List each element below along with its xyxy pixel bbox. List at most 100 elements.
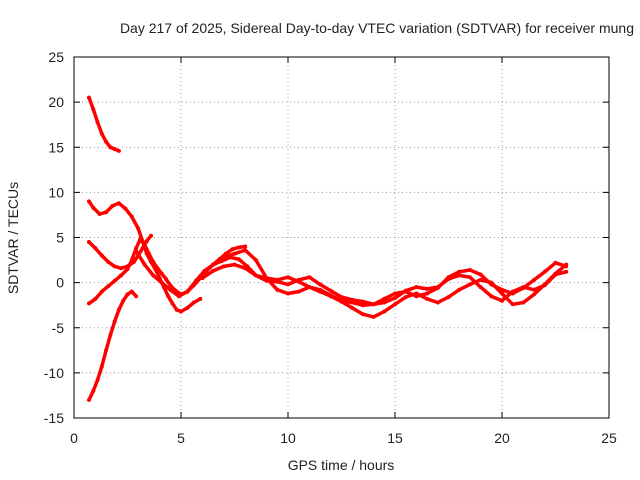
x-tick-label: 15 <box>387 430 403 446</box>
series-point-arc-5 <box>95 378 100 383</box>
series-point-arc-8 <box>435 286 440 290</box>
x-axis-label: GPS time / hours <box>288 457 395 473</box>
series-point-arc-4 <box>112 278 117 283</box>
series-point-arc-6 <box>532 287 537 292</box>
x-tick-label: 0 <box>70 430 78 446</box>
series-point-arc-8 <box>232 251 237 256</box>
series-point-arc-8 <box>542 269 547 274</box>
grid-lines <box>74 57 609 418</box>
series-point-arc-5 <box>87 397 91 402</box>
series-line-arc-5 <box>87 289 138 402</box>
series-point-arc-8 <box>221 255 226 260</box>
series-point-arc-8 <box>360 303 365 308</box>
series-point-arc-2 <box>129 214 134 219</box>
series-point-arc-1 <box>112 147 117 152</box>
series-point-arc-6 <box>219 259 224 263</box>
axis-ticks: 0 5 10 15 20 25 -15 -10 -5 0 5 10 15 20 25 <box>44 49 617 446</box>
series-point-arc-8 <box>307 285 312 290</box>
series-point-arc-8 <box>467 268 472 272</box>
y-tick-label: 25 <box>48 49 64 65</box>
series-point-arc-7 <box>500 291 504 296</box>
series-point-arc-6 <box>425 286 430 291</box>
series-point-arc-1 <box>87 95 91 100</box>
series-point-arc-5 <box>91 388 96 393</box>
x-tick-label: 5 <box>177 430 185 446</box>
series-point-arc-4 <box>129 258 134 263</box>
series-point-arc-8 <box>500 287 504 292</box>
series-point-arc-8 <box>243 248 248 253</box>
series-point-arc-1 <box>108 145 113 150</box>
series-point-arc-1 <box>99 131 104 136</box>
series-point-arc-5 <box>112 319 117 324</box>
series-point-arc-3 <box>87 240 91 244</box>
y-tick-label: -10 <box>44 365 64 381</box>
series-point-arc-6 <box>328 288 333 293</box>
y-tick-label: 10 <box>48 184 64 200</box>
series-point-arc-7 <box>286 275 290 280</box>
series-point-arc-2 <box>110 203 115 208</box>
series-point-arc-5 <box>129 289 134 294</box>
series-point-arc-8 <box>371 302 376 307</box>
series-point-arc-1 <box>91 107 96 112</box>
series-point-arc-3 <box>140 246 145 251</box>
y-tick-label: 15 <box>48 139 64 155</box>
series-point-arc-6 <box>142 262 147 267</box>
series-point-arc-7 <box>553 271 558 276</box>
chart-title: Day 217 of 2025, Sidereal Day-to-day VTE… <box>120 20 634 36</box>
data-series <box>87 95 569 402</box>
series-point-arc-7 <box>521 300 526 305</box>
series-point-arc-4 <box>155 266 160 271</box>
series-point-arc-6 <box>393 296 397 300</box>
series-point-arc-6 <box>467 275 472 280</box>
series-point-arc-5 <box>134 294 139 299</box>
series-point-arc-4 <box>138 237 143 242</box>
series-point-arc-6 <box>168 287 173 292</box>
series-point-arc-6 <box>185 289 190 294</box>
series-point-arc-7 <box>435 300 440 305</box>
series-point-arc-6 <box>478 285 483 290</box>
series-point-arc-2 <box>170 301 175 306</box>
series-point-arc-2 <box>179 309 183 314</box>
series-point-arc-8 <box>339 298 344 303</box>
series-point-arc-6 <box>211 262 216 267</box>
series-point-arc-8 <box>275 287 280 292</box>
series-point-arc-3 <box>93 246 98 251</box>
series-point-arc-8 <box>425 291 430 296</box>
series-point-arc-8 <box>510 291 515 296</box>
series-point-arc-4 <box>146 251 151 256</box>
series-point-arc-8 <box>318 287 323 292</box>
series-point-arc-7 <box>457 287 462 292</box>
series-point-arc-6 <box>236 257 241 262</box>
series-point-arc-1 <box>95 120 100 124</box>
x-tick-label: 20 <box>494 430 510 446</box>
series-point-arc-7 <box>243 266 248 271</box>
series-point-arc-4 <box>119 273 124 278</box>
series-point-arc-5 <box>108 333 113 337</box>
series-point-arc-6 <box>318 282 323 287</box>
series-point-arc-7 <box>371 314 376 319</box>
series-point-arc-8 <box>478 272 483 277</box>
series-point-arc-6 <box>339 295 344 300</box>
series-point-arc-8 <box>264 276 269 281</box>
series-point-arc-2 <box>185 305 190 310</box>
series-point-arc-4 <box>106 284 111 289</box>
series-point-arc-7 <box>478 277 483 282</box>
series-point-arc-6 <box>159 280 164 285</box>
series-point-arc-5 <box>116 307 121 312</box>
series-point-arc-8 <box>286 291 290 296</box>
series-point-arc-4 <box>93 296 98 301</box>
y-tick-label: 20 <box>48 94 64 110</box>
series-point-arc-2 <box>198 296 203 301</box>
series-point-arc-6 <box>194 278 198 283</box>
series-point-arc-7 <box>221 264 226 269</box>
series-point-arc-7 <box>275 277 280 282</box>
series-point-arc-2 <box>97 212 102 216</box>
series-point-arc-2 <box>116 201 121 206</box>
series-point-arc-3 <box>144 239 149 244</box>
series-point-arc-2 <box>191 300 196 305</box>
series-point-arc-2 <box>104 210 109 215</box>
series-point-arc-4 <box>168 283 173 288</box>
y-tick-label: -5 <box>52 320 65 336</box>
series-point-arc-6 <box>414 285 419 290</box>
